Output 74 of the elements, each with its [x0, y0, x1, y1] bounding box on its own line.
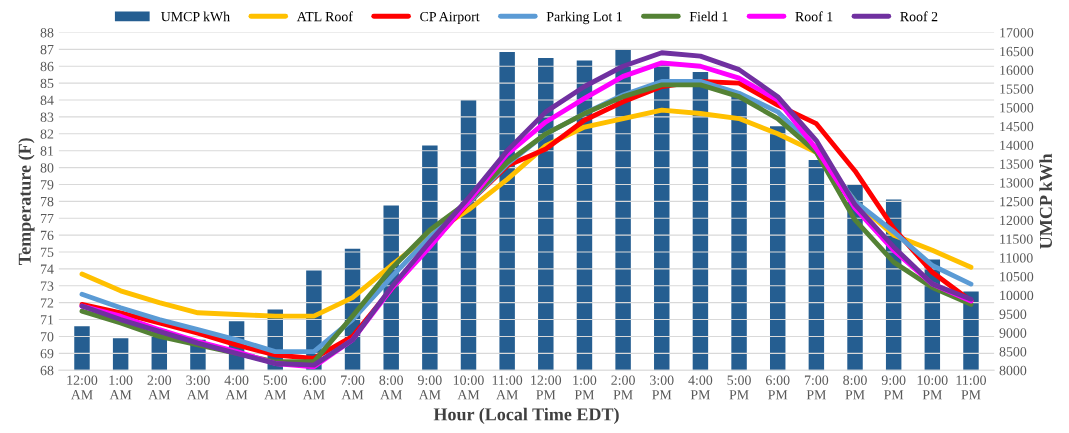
x-tick-label: 6:00 PM [765, 375, 790, 400]
x-tick-label: 10:00 PM [917, 375, 948, 400]
y-tick-label: 74 [40, 264, 54, 274]
y-tick-label: 80 [40, 163, 54, 173]
x-tick-label: 11:00 PM [956, 375, 987, 400]
y-tick-label: 71 [40, 315, 54, 325]
x-tick-label: 11:00 AM [492, 375, 523, 400]
y2-tick-label: 11500 [1000, 234, 1033, 244]
legend-label: ATL Roof [296, 11, 353, 22]
x-tick-label: 2:00 PM [611, 375, 635, 400]
x-tick-label: 7:00 PM [804, 375, 829, 400]
y-tick-label: 72 [40, 298, 54, 308]
y2-tick-label: 16000 [1000, 65, 1034, 75]
legend-label: Field 1 [689, 11, 728, 22]
x-tick-label: 12:00 AM [67, 375, 98, 400]
x-tick-label: 6:00 AM [302, 375, 326, 400]
y-tick-label: 68 [40, 365, 54, 376]
y-tick-label: 87 [40, 44, 54, 55]
y-tick-label: 84 [40, 95, 54, 105]
y2-tick-label: 14500 [1000, 121, 1034, 132]
x-tick-label: 2:00 AM [147, 375, 172, 400]
y-tick-label: 75 [40, 247, 54, 257]
y2-tick-label: 14000 [1000, 140, 1034, 151]
x-tick-label: 3:00 AM [186, 375, 210, 400]
x-tick-label: 3:00 PM [650, 375, 674, 400]
x-tick-label: 12:00 PM [531, 375, 562, 400]
y-tick-label: 79 [40, 180, 54, 190]
y2-tick-label: 13000 [1000, 178, 1034, 188]
y-tick-label: 85 [40, 78, 54, 89]
y-tick-label: 69 [40, 348, 54, 359]
y2-tick-label: 16500 [1000, 46, 1034, 57]
y2-tick-label: 8500 [999, 347, 1027, 357]
x-tick-label: 7:00 AM [341, 375, 365, 400]
y-tick-label: 78 [40, 196, 54, 207]
x-tick-label: 5:00 PM [727, 375, 751, 400]
x-tick-label: 8:00 AM [379, 375, 404, 400]
x-tick-label: 1:00 AM [109, 375, 133, 400]
y2-tick-label: 17000 [1000, 28, 1034, 38]
y2-tick-label: 10500 [1000, 271, 1034, 282]
legend-label: Roof 1 [795, 11, 833, 22]
x-tick-label: 5:00 AM [263, 375, 288, 400]
y2-axis-title: UMCP kWh [1039, 153, 1053, 249]
x-tick-label: 10:00 AM [453, 375, 484, 400]
legend-label: CP Airport [420, 11, 480, 25]
y-tick-label: 81 [40, 146, 54, 156]
y-tick-label: 88 [40, 28, 54, 38]
y2-tick-label: 10000 [1000, 290, 1034, 301]
y-tick-label: 70 [40, 332, 54, 342]
y2-tick-label: 9500 [999, 309, 1027, 319]
y2-tick-label: 13500 [1000, 159, 1034, 169]
y2-tick-label: 9000 [999, 328, 1027, 338]
y-tick-label: 76 [40, 230, 54, 241]
y-axis-title: Temperature (F) [18, 138, 35, 265]
y-tick-label: 82 [40, 129, 54, 139]
x-tick-label: 9:00 PM [881, 375, 906, 400]
x-axis-title: Hour (Local Time EDT) [433, 407, 619, 425]
y2-tick-label: 12500 [1000, 196, 1034, 207]
x-tick-label: 8:00 PM [843, 375, 867, 400]
y2-tick-label: 12000 [1000, 215, 1034, 226]
legend-label: Roof 2 [900, 11, 938, 22]
y2-tick-label: 11000 [1000, 253, 1033, 263]
y2-tick-label: 15000 [1000, 103, 1034, 113]
y-tick-label: 77 [40, 213, 54, 224]
x-tick-label: 4:00 AM [224, 375, 249, 400]
x-tick-label: 1:00 PM [573, 375, 597, 400]
y-tick-label: 83 [40, 112, 54, 122]
legend-label: UMCP kWh [161, 11, 230, 22]
y-tick-label: 86 [40, 61, 54, 72]
y-tick-label: 73 [40, 281, 54, 291]
y2-tick-label: 15500 [1000, 84, 1034, 94]
x-tick-label: 9:00 AM [417, 375, 442, 400]
y2-tick-label: 8000 [999, 365, 1027, 376]
legend-label: Parking Lot 1 [546, 11, 622, 25]
x-tick-label: 4:00 PM [688, 375, 713, 400]
